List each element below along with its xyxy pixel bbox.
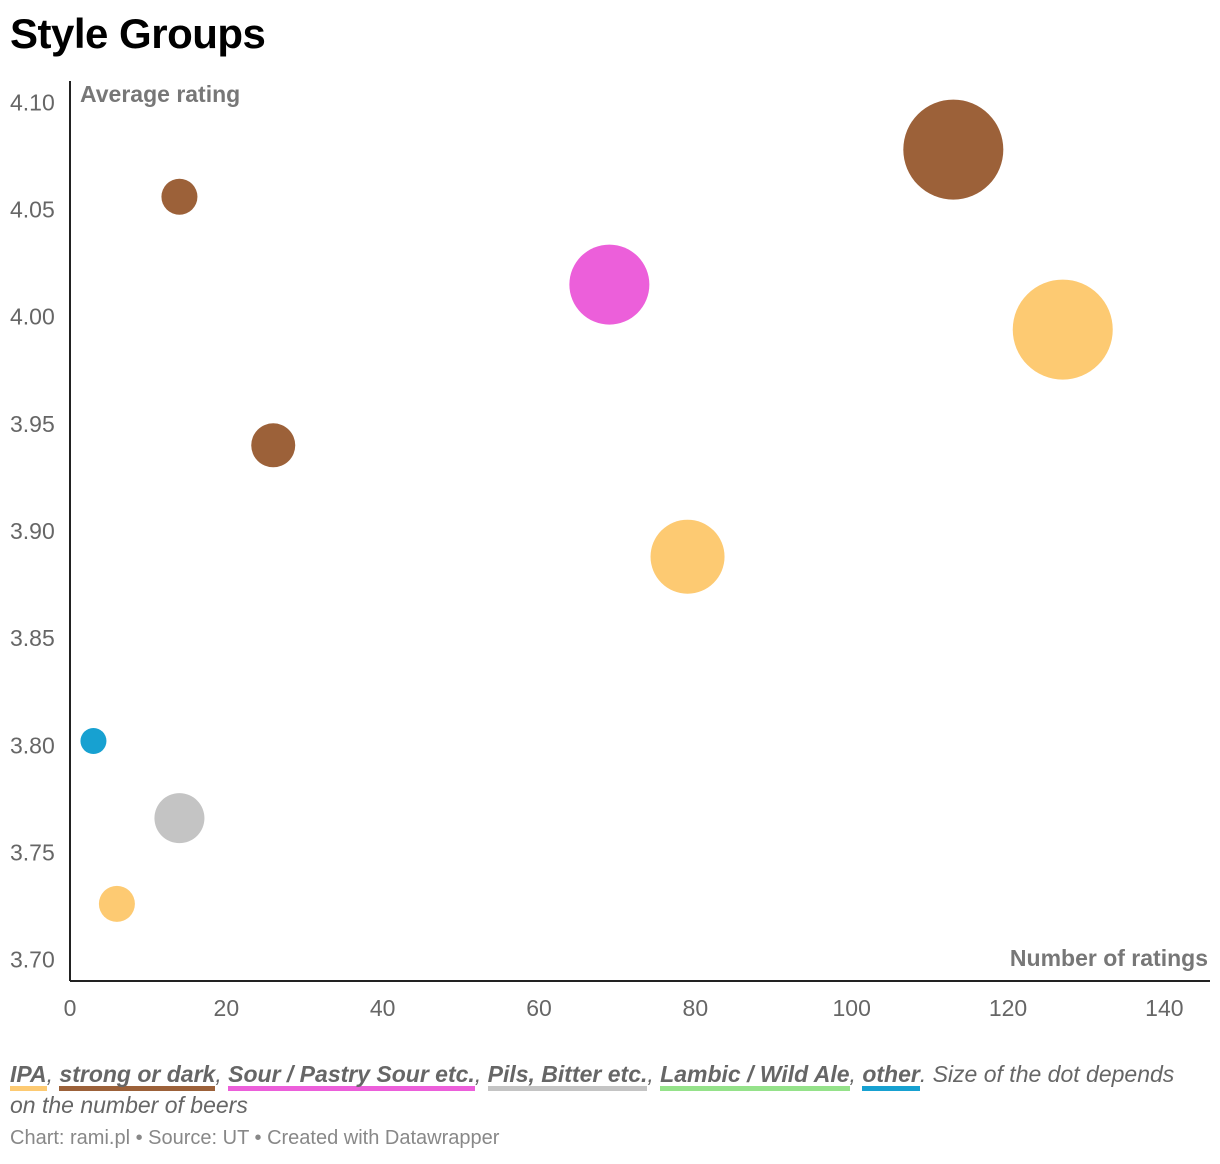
- y-axis-title: Average rating: [80, 81, 240, 107]
- y-tick-label: 3.70: [10, 947, 55, 973]
- size-note: Size of the dot depends on the number of…: [10, 1061, 1175, 1118]
- legend-sour[interactable]: Sour / Pastry Sour etc.: [228, 1062, 475, 1091]
- legend-lambic[interactable]: Lambic / Wild Ale: [660, 1062, 850, 1091]
- legend-pils[interactable]: Pils, Bitter etc.: [487, 1062, 648, 1091]
- y-tick-label: 4.05: [10, 197, 55, 223]
- x-tick-label: 100: [833, 995, 871, 1021]
- y-tick-label: 4.10: [10, 89, 55, 115]
- x-tick-label: 140: [1145, 995, 1183, 1021]
- bubble-point: [161, 178, 198, 215]
- bubble-point: [154, 793, 205, 844]
- legend-other[interactable]: other: [862, 1062, 920, 1091]
- bubble-point: [903, 99, 1004, 200]
- bubble-point: [98, 885, 135, 922]
- legend-strong-or-dark[interactable]: strong or dark: [59, 1062, 216, 1091]
- bubble-point: [650, 519, 725, 594]
- x-tick-label: 120: [989, 995, 1027, 1021]
- y-tick-label: 3.95: [10, 411, 55, 437]
- scatter-plot: 3.70 3.75 3.80 3.85 3.90 3.95 4.00 4.05 4.10 0 20 4…: [10, 81, 1210, 1021]
- legend-ipa[interactable]: IPA: [10, 1062, 47, 1091]
- x-tick-label: 20: [214, 995, 240, 1021]
- credit-created[interactable]: Created with Datawrapper: [267, 1127, 500, 1149]
- credit-source: Source: UT: [148, 1127, 249, 1149]
- x-tick-label: 40: [370, 995, 396, 1021]
- x-tick-label: 60: [526, 995, 552, 1021]
- legend: IPA, strong or dark, Sour / Pastry Sour …: [10, 1061, 1175, 1118]
- y-tick-label: 3.85: [10, 625, 55, 651]
- x-tick-label: 0: [64, 995, 77, 1021]
- x-tick-label: 80: [683, 995, 709, 1021]
- y-tick-label: 3.80: [10, 732, 55, 758]
- y-tick-label: 3.75: [10, 839, 55, 865]
- credit-chart[interactable]: Chart: rami.pl: [10, 1127, 131, 1149]
- bubble-point: [569, 244, 650, 325]
- chart-title: Style Groups: [10, 10, 266, 57]
- x-axis-title: Number of ratings: [1010, 945, 1208, 971]
- bubble-point: [1012, 279, 1113, 380]
- credits: Chart: rami.pl • Source: UT • Created wi…: [10, 1127, 500, 1149]
- bubble-point: [251, 423, 296, 468]
- y-tick-label: 4.00: [10, 304, 55, 330]
- bubble-point: [80, 728, 107, 754]
- y-tick-label: 3.90: [10, 518, 55, 544]
